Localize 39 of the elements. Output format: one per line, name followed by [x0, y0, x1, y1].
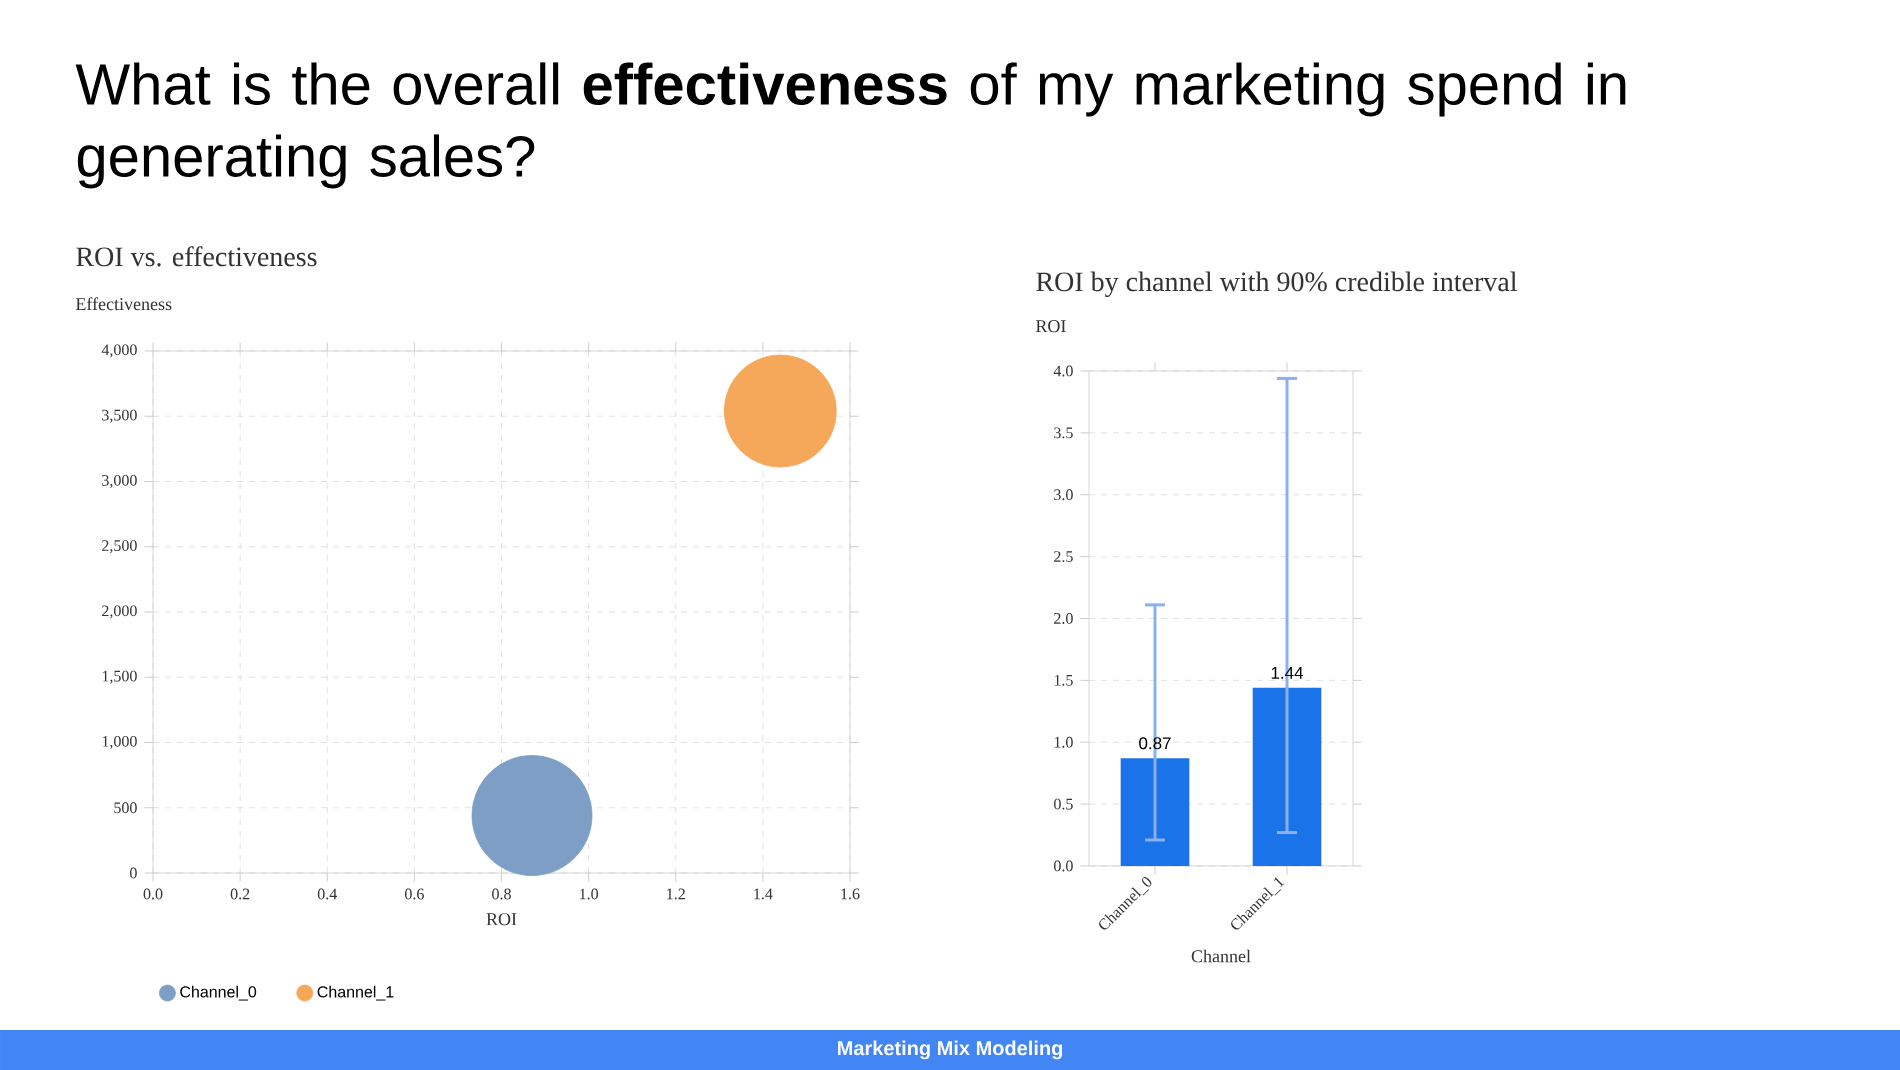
- legend-label: Channel_1: [317, 985, 394, 1001]
- y-tick-label: 3,500: [102, 409, 137, 423]
- x-tick-label: 0.4: [317, 888, 338, 900]
- y-tick-label: 1.5: [1054, 674, 1073, 686]
- y-axis-title: ROI: [1035, 320, 1066, 333]
- y-tick-label: 3.5: [1054, 427, 1073, 439]
- y-tick-label: 2.0: [1054, 613, 1073, 624]
- x-tick-label: 1.2: [667, 888, 685, 900]
- y-tick-label: 2,500: [102, 540, 137, 554]
- y-tick-label: 3,000: [102, 474, 137, 489]
- data-label: 1.44: [1271, 667, 1304, 679]
- y-tick-label: 0.5: [1054, 798, 1073, 810]
- y-tick-label: 4,000: [101, 344, 137, 358]
- y-axis-title: Effectiveness: [75, 297, 172, 311]
- x-tick-label: 0.8: [492, 888, 511, 900]
- x-tick-label: 0.6: [404, 888, 424, 900]
- chart-title: What is the overall effectiveness of my marketing spend in generating sales?: [75, 62, 1626, 189]
- y-tick-label: 1,000: [102, 735, 137, 750]
- y-tick-label: 2,000: [102, 605, 137, 619]
- x-tick-label: 1.0: [580, 888, 599, 900]
- chart-title: ROI by channel with 90% credible interval: [1036, 271, 1517, 298]
- text: Marketing Mix Modeling: [838, 1040, 1063, 1060]
- y-tick-label: 1,500: [102, 670, 137, 684]
- x-tick-label: 1.6: [841, 888, 860, 900]
- y-tick-label: 500: [114, 802, 137, 814]
- chart-title: ROI vs. effectiveness: [76, 246, 317, 267]
- y-tick-label: 0.0: [1054, 860, 1073, 872]
- x-axis-title: Channel: [1191, 949, 1251, 963]
- legend-label: Channel_0: [180, 985, 257, 1001]
- y-tick-label: 0: [130, 867, 137, 879]
- x-axis-title: ROI: [486, 913, 517, 926]
- data-label: 0.87: [1139, 737, 1171, 750]
- y-tick-label: 2.5: [1054, 551, 1073, 563]
- x-tick-label: 0.0: [143, 888, 163, 900]
- x-tick-label: 1.4: [754, 888, 773, 900]
- y-tick-label: 1.0: [1054, 736, 1073, 748]
- y-tick-label: 4.0: [1053, 365, 1073, 377]
- x-tick-label: 0.2: [230, 888, 250, 900]
- y-tick-label: 3.0: [1054, 489, 1073, 501]
